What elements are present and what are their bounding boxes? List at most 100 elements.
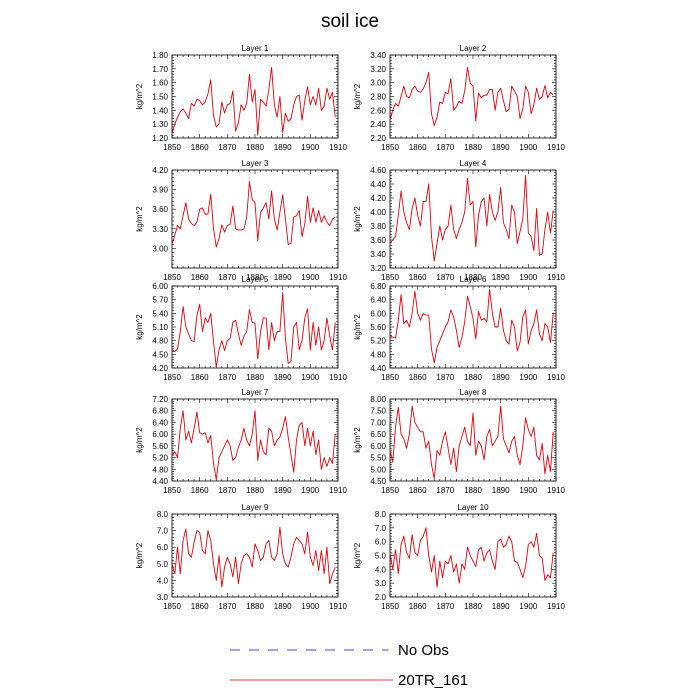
y-tick-label: 4.20 [370, 194, 386, 203]
series-line-20tr-161 [389, 66, 554, 127]
y-tick-label: 5.70 [152, 296, 168, 305]
y-tick-label: 1.60 [152, 79, 168, 88]
legend-label-20tr-161: 20TR_161 [398, 672, 468, 689]
y-tick-label: 3.0 [375, 579, 387, 588]
x-tick-label: 1900 [301, 486, 319, 495]
series-line-20tr-161 [389, 527, 554, 588]
y-axis-label: kg/m^2 [353, 206, 362, 232]
y-tick-label: 7.0 [157, 527, 169, 536]
y-tick-label: 1.40 [152, 106, 168, 115]
x-tick-label: 1900 [301, 143, 319, 152]
y-tick-label: 8.00 [370, 395, 386, 404]
x-tick-label: 1850 [381, 602, 399, 611]
y-tick-label: 5.10 [152, 323, 168, 332]
y-tick-label: 4.0 [157, 576, 169, 585]
y-tick-label: 7.0 [375, 524, 387, 533]
x-tick-label: 1870 [218, 273, 236, 282]
panel-title: Layer 7 [242, 388, 269, 397]
x-tick-label: 1890 [274, 143, 292, 152]
x-tick-label: 1850 [381, 373, 399, 382]
y-tick-label: 3.60 [370, 236, 386, 245]
x-tick-label: 1910 [329, 373, 347, 382]
panel-layer-10: Layer 10 1850 1860 1870 1880 1890 1900 1910 2.0 3… [353, 503, 565, 611]
x-tick-label: 1880 [464, 602, 482, 611]
x-tick-label: 1910 [547, 373, 565, 382]
plot-frame [389, 169, 557, 269]
x-tick-label: 1860 [191, 486, 209, 495]
y-tick-label: 6.40 [370, 296, 386, 305]
panel-layer-5: Layer 5 1850 1860 1870 1880 1890 1900 1910 4.20 4… [135, 275, 347, 382]
x-tick-label: 1910 [329, 143, 347, 152]
y-axis-label: kg/m^2 [353, 427, 362, 453]
x-tick-label: 1850 [381, 486, 399, 495]
y-tick-label: 4.40 [370, 364, 386, 373]
panel-layer-1: Layer 1 1850 1860 1870 1880 1890 1900 1910 1.20 1… [135, 44, 347, 152]
y-tick-label: 6.00 [370, 309, 386, 318]
y-tick-label: 2.60 [370, 106, 386, 115]
plot-frame [171, 513, 339, 598]
y-tick-label: 2.80 [370, 93, 386, 102]
plot-frame [389, 54, 557, 139]
y-tick-label: 3.00 [370, 79, 386, 88]
panel-title: Layer 5 [242, 275, 269, 284]
y-axis-label: kg/m^2 [135, 542, 144, 568]
y-tick-label: 5.20 [370, 337, 386, 346]
x-tick-label: 1860 [191, 602, 209, 611]
x-tick-label: 1890 [274, 373, 292, 382]
x-tick-label: 1850 [163, 602, 181, 611]
x-tick-label: 1910 [329, 486, 347, 495]
panel-layer-7: Layer 7 1850 1860 1870 1880 1890 1900 1910 4.40 4… [135, 388, 347, 495]
x-tick-label: 1910 [329, 273, 347, 282]
x-tick-label: 1850 [381, 143, 399, 152]
y-tick-label: 3.00 [152, 244, 168, 253]
x-tick-label: 1900 [519, 373, 537, 382]
x-tick-label: 1860 [191, 373, 209, 382]
x-tick-label: 1900 [519, 143, 537, 152]
y-tick-label: 4.00 [370, 208, 386, 217]
x-tick-label: 1860 [409, 602, 427, 611]
x-tick-label: 1910 [547, 602, 565, 611]
x-tick-label: 1900 [301, 602, 319, 611]
x-tick-label: 1870 [218, 602, 236, 611]
x-tick-label: 1880 [464, 143, 482, 152]
series-line-20tr-161 [389, 405, 554, 480]
x-tick-label: 1860 [409, 143, 427, 152]
x-tick-label: 1850 [163, 143, 181, 152]
x-tick-label: 1860 [191, 273, 209, 282]
y-tick-label: 1.30 [152, 120, 168, 129]
y-tick-label: 5.60 [370, 323, 386, 332]
y-tick-label: 7.20 [152, 395, 168, 404]
y-tick-label: 5.0 [375, 552, 387, 561]
y-tick-label: 4.60 [370, 166, 386, 175]
x-tick-label: 1900 [519, 273, 537, 282]
y-tick-label: 5.40 [152, 309, 168, 318]
y-tick-label: 7.50 [370, 407, 386, 416]
y-tick-label: 6.0 [157, 543, 169, 552]
x-tick-label: 1910 [547, 273, 565, 282]
panel-layer-3: Layer 3 1850 1860 1870 1880 1890 1900 1910 3.00 3… [135, 159, 347, 282]
series-line-20tr-161 [171, 66, 336, 136]
x-tick-label: 1890 [492, 486, 510, 495]
panel-layer-2: Layer 2 1850 1860 1870 1880 1890 1900 1910 2.20 2… [353, 44, 565, 152]
y-tick-label: 8.0 [375, 510, 387, 519]
y-tick-label: 6.00 [152, 282, 168, 291]
y-tick-label: 1.70 [152, 65, 168, 74]
x-tick-label: 1880 [246, 373, 264, 382]
y-tick-label: 5.20 [152, 454, 168, 463]
x-tick-label: 1890 [492, 602, 510, 611]
x-tick-label: 1890 [274, 602, 292, 611]
x-tick-label: 1870 [218, 143, 236, 152]
x-tick-label: 1850 [163, 373, 181, 382]
x-tick-label: 1870 [436, 373, 454, 382]
x-tick-label: 1900 [519, 602, 537, 611]
y-axis-label: kg/m^2 [135, 427, 144, 453]
y-axis-label: kg/m^2 [135, 206, 144, 232]
x-tick-label: 1860 [191, 143, 209, 152]
panel-title: Layer 6 [460, 275, 487, 284]
x-tick-label: 1870 [436, 143, 454, 152]
panel-title: Layer 1 [242, 44, 269, 53]
y-tick-label: 3.0 [157, 593, 169, 602]
x-tick-label: 1900 [301, 373, 319, 382]
legend-label-no-obs: No Obs [398, 642, 449, 659]
